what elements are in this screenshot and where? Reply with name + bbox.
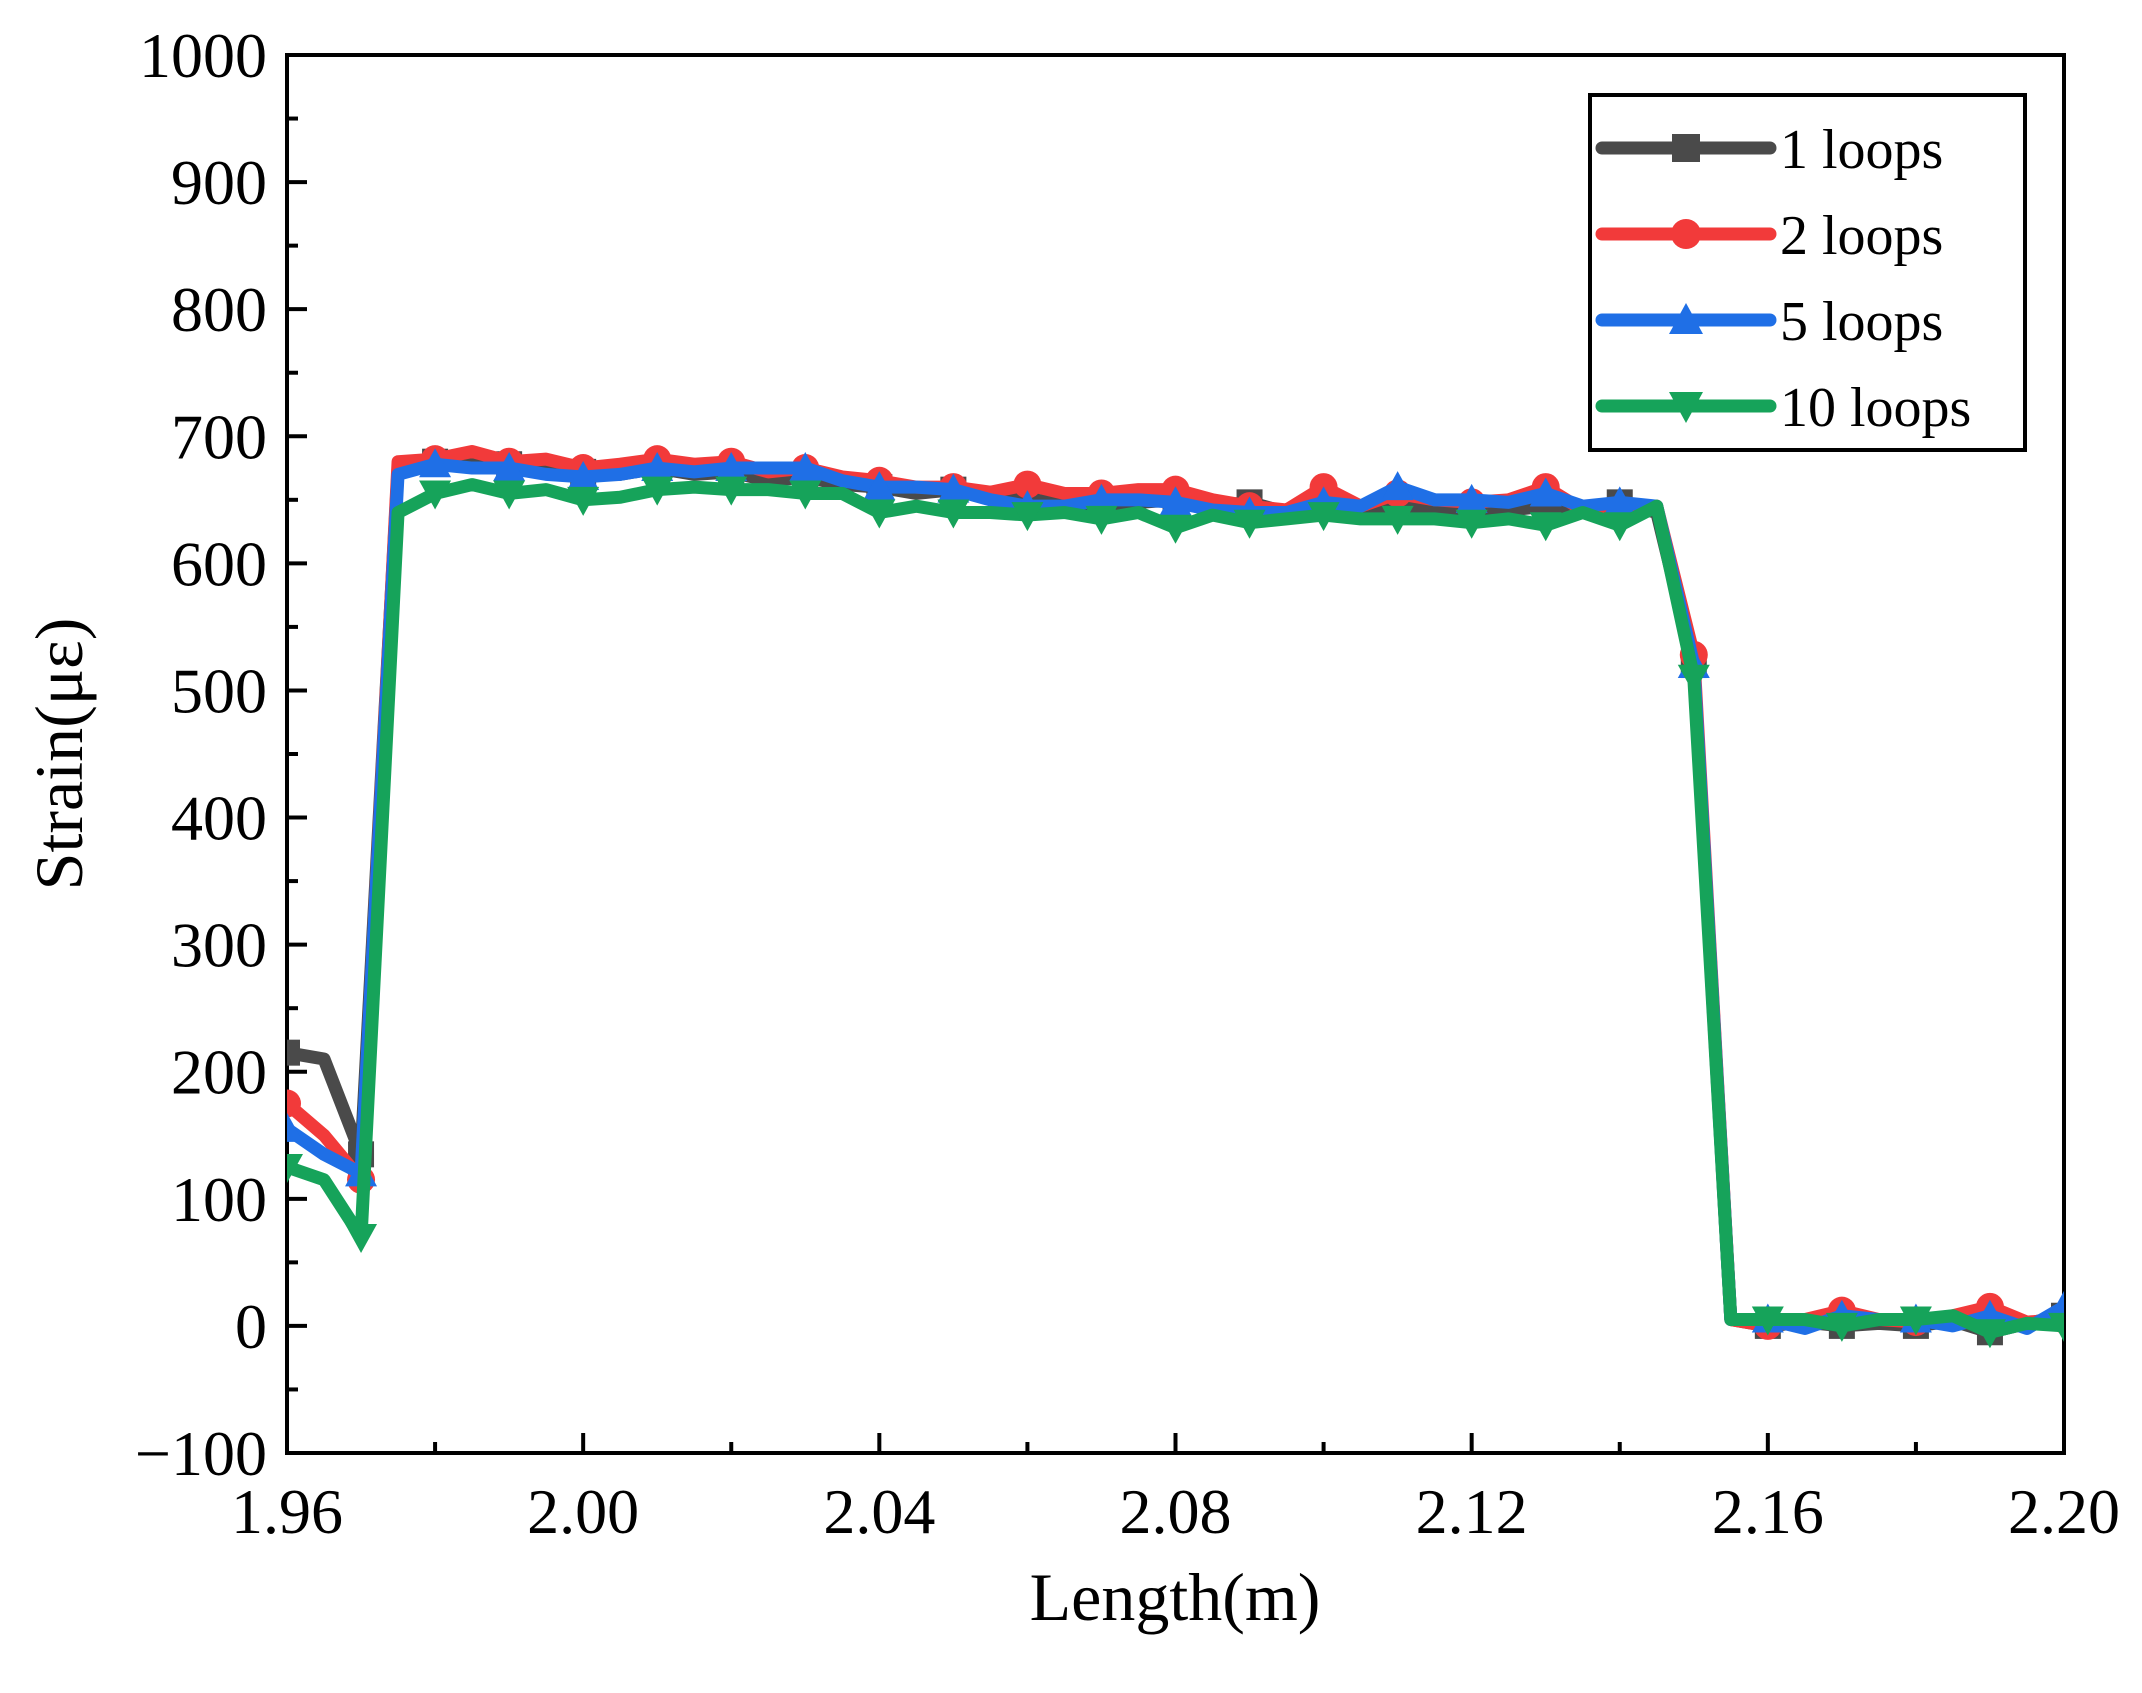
y-tick-label: 900 <box>171 147 267 218</box>
series-line <box>287 478 2064 1339</box>
data-point <box>1011 502 1044 532</box>
data-point <box>493 452 526 482</box>
y-axis-title: Strain(με) <box>21 618 97 891</box>
data-point <box>1899 1306 1932 1336</box>
data-point <box>1751 1306 1784 1336</box>
data-point <box>493 480 526 510</box>
legend-item: 5 loops <box>1595 291 1943 353</box>
series-line <box>287 448 2064 1339</box>
series-layer <box>287 445 2064 1349</box>
data-point <box>567 460 600 490</box>
data-point <box>1381 471 1414 501</box>
y-tick-label: 700 <box>171 401 267 472</box>
legend-label: 1 loops <box>1780 119 1943 181</box>
data-point <box>1677 664 1710 694</box>
data-point <box>567 486 600 516</box>
y-tick-label: 800 <box>171 274 267 345</box>
data-point <box>641 452 674 482</box>
x-tick-label: 2.04 <box>823 1476 935 1547</box>
data-point <box>287 1112 303 1142</box>
data-point <box>1455 483 1488 513</box>
data-point <box>1159 514 1192 544</box>
series-3 <box>287 448 2064 1335</box>
legend-label: 10 loops <box>1780 377 1971 439</box>
data-point <box>715 452 748 482</box>
data-point <box>2048 1290 2064 1320</box>
data-point <box>789 452 822 482</box>
data-point <box>1307 502 1340 532</box>
legend-item: 2 loops <box>1595 205 1943 267</box>
data-point <box>863 499 896 529</box>
data-point <box>1455 509 1488 539</box>
data-point <box>937 499 970 529</box>
legend-item: 10 loops <box>1595 377 1971 439</box>
y-tick-label: −100 <box>135 1418 267 1489</box>
x-tick-label: 1.96 <box>231 1476 343 1547</box>
legend: 1 loops 2 loops 5 loops 10 loops <box>1588 93 2027 452</box>
data-point <box>419 448 452 478</box>
data-point <box>1233 509 1266 539</box>
x-tick-label: 2.12 <box>1416 1476 1528 1547</box>
legend-item: 1 loops <box>1595 119 1943 181</box>
data-point <box>419 480 452 510</box>
legend-marker <box>1671 219 1701 249</box>
y-tick-label: 400 <box>171 783 267 854</box>
x-tick-label: 2.20 <box>2008 1476 2120 1547</box>
data-point <box>1603 486 1636 516</box>
series-2 <box>287 445 2064 1340</box>
series-line <box>287 457 2064 1335</box>
data-point <box>287 1039 300 1066</box>
data-point <box>641 476 674 506</box>
data-point <box>2048 1312 2064 1342</box>
data-point <box>715 476 748 506</box>
data-point <box>1529 477 1562 507</box>
y-tick-label: 600 <box>171 528 267 599</box>
data-point <box>1085 505 1118 535</box>
legend-label: 5 loops <box>1780 291 1943 353</box>
series-4 <box>287 476 2064 1349</box>
data-point <box>863 471 896 501</box>
y-tick-label: 200 <box>171 1037 267 1108</box>
y-tick-label: 0 <box>235 1291 267 1362</box>
y-tick-label: 500 <box>171 655 267 726</box>
legend-marker <box>1669 392 1703 423</box>
x-axis-title: Length(m) <box>1030 1559 1321 1635</box>
data-point <box>1381 505 1414 535</box>
data-point <box>345 1223 378 1253</box>
x-tick-label: 2.16 <box>1712 1476 1824 1547</box>
data-point <box>1603 512 1636 542</box>
data-point <box>287 1154 303 1184</box>
data-point <box>937 473 970 503</box>
data-point <box>287 1089 301 1118</box>
data-point <box>1529 512 1562 542</box>
data-point <box>1825 1312 1858 1342</box>
x-tick-label: 2.08 <box>1120 1476 1232 1547</box>
x-tick-label: 2.00 <box>527 1476 639 1547</box>
data-point <box>1013 470 1042 499</box>
series-line <box>287 445 2064 1333</box>
legend-label: 2 loops <box>1780 205 1943 267</box>
legend-marker <box>1669 303 1703 334</box>
data-point <box>1159 486 1192 516</box>
y-tick-label: 300 <box>171 910 267 981</box>
data-point <box>1973 1319 2006 1349</box>
data-point <box>789 480 822 510</box>
data-point <box>1085 483 1118 513</box>
axis-ticks: 1.96 2.00 2.04 2.08 2.12 2.16 2.20 −100 0 100 200 3… <box>135 20 2120 1547</box>
legend-marker <box>1672 134 1700 162</box>
series-1 <box>287 448 2064 1346</box>
y-tick-label: 100 <box>171 1164 267 1235</box>
y-tick-label: 1000 <box>139 20 267 91</box>
